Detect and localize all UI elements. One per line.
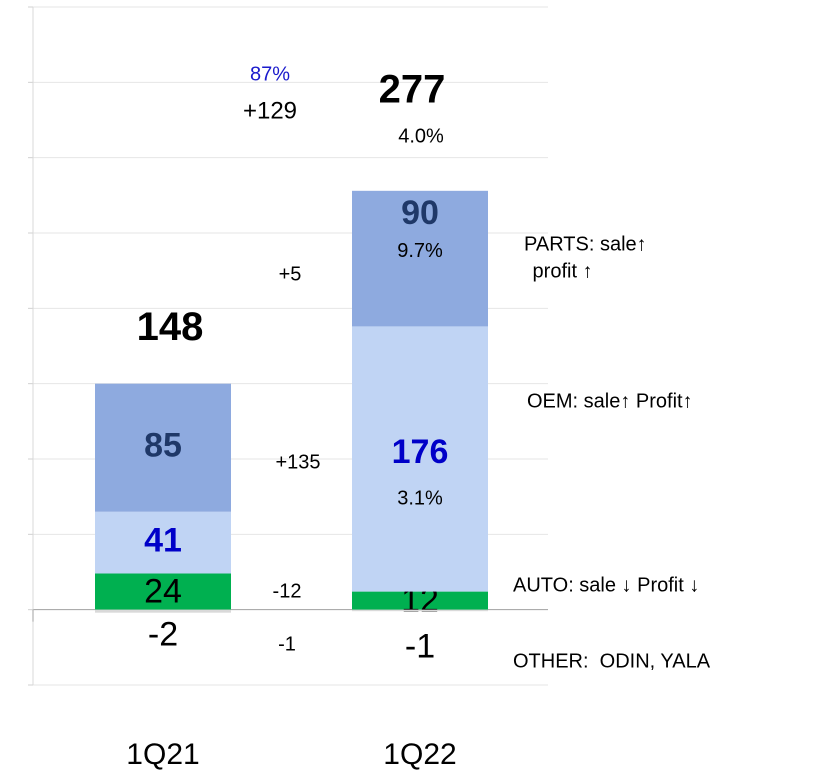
bar-segment	[95, 573, 231, 610]
data-label: 85	[144, 427, 182, 465]
bar-segment	[352, 591, 488, 610]
margin-label: 3.1%	[397, 487, 443, 509]
bridge-label: +129	[243, 97, 297, 124]
annotation: PARTS: sale↑	[524, 233, 647, 255]
growth-label: 87%	[250, 63, 290, 85]
data-label: -1	[405, 628, 435, 666]
x-tick-label: 1Q21	[126, 738, 199, 771]
bar-segment	[352, 609, 488, 612]
total-label: 277	[379, 68, 446, 112]
data-label: 90	[401, 194, 439, 232]
annotation: OEM: sale↑ Profit↑	[527, 390, 693, 412]
total-label: 148	[137, 305, 204, 349]
margin-label: 9.7%	[397, 240, 443, 262]
bar-segment	[352, 190, 488, 327]
data-label: 41	[144, 522, 182, 560]
bridge-label: -12	[273, 580, 302, 602]
bridge-label: +5	[279, 263, 302, 285]
annotation: profit ↑	[527, 260, 593, 282]
bar-segment	[95, 383, 231, 512]
bridge-label: -1	[278, 633, 296, 655]
total-margin-label: 4.0%	[398, 125, 444, 147]
bar-segment	[95, 609, 231, 613]
data-label: 24	[144, 573, 182, 611]
x-tick-label: 1Q22	[383, 738, 456, 771]
data-label: 176	[392, 433, 449, 471]
bar-segment	[95, 511, 231, 574]
data-label: -2	[148, 616, 178, 654]
annotation: OTHER: ODIN, YALA	[513, 650, 711, 672]
bridge-label: +135	[275, 451, 320, 473]
bar-segment	[352, 326, 488, 592]
annotation: AUTO: sale ↓ Profit ↓	[513, 574, 699, 596]
